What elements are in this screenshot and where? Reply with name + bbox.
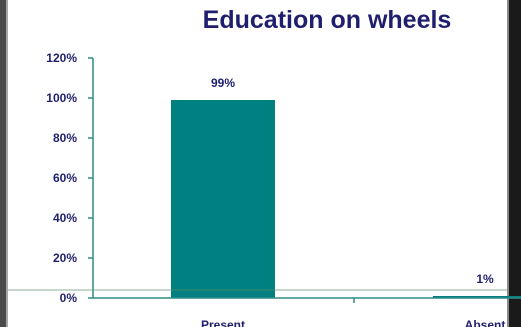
window-right-border xyxy=(509,0,521,327)
y-tick-label: 40% xyxy=(53,211,77,225)
bars xyxy=(171,100,521,303)
window-left-border-highlight xyxy=(6,0,8,327)
y-tick-label: 100% xyxy=(46,91,77,105)
y-tick-label: 20% xyxy=(53,251,77,265)
chart-title: Education on wheels xyxy=(203,6,452,34)
y-tick-label: 120% xyxy=(46,51,77,65)
data-label-absent: 1% xyxy=(476,272,494,286)
bar-present xyxy=(171,100,275,298)
window-right-border-highlight xyxy=(507,0,509,327)
data-label-present: 99% xyxy=(211,76,235,90)
bar-absent xyxy=(433,296,521,298)
bottom-edge-line xyxy=(8,289,507,291)
y-tick-label: 60% xyxy=(53,171,77,185)
y-axis-ticks: 0% 20% 40% 60% 80% 100% 120% xyxy=(46,51,93,305)
category-labels: Present Absent xyxy=(201,318,505,327)
category-label-present: Present xyxy=(201,318,245,327)
y-tick-label: 0% xyxy=(60,291,78,305)
category-label-absent: Absent xyxy=(465,318,506,327)
data-labels: 99% 1% xyxy=(211,76,494,286)
window-left-border xyxy=(0,0,6,327)
y-tick-label: 80% xyxy=(53,131,77,145)
